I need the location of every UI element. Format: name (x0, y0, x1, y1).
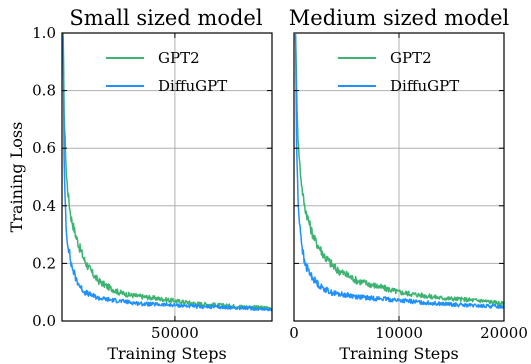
plot-frame (61, 32, 273, 322)
x-tick-label: 20000 (480, 324, 528, 342)
x-tick-label: 10000 (375, 324, 423, 342)
y-axis-label: Training Loss (7, 122, 26, 233)
series-line-diffugpt (62, 36, 273, 312)
y-tick-label: 0.8 (32, 82, 56, 100)
legend-label: GPT2 (158, 49, 200, 67)
series-line-diffugpt (294, 33, 505, 309)
series-line-gpt2 (62, 32, 273, 311)
legend-label: DiffuGPT (390, 77, 459, 95)
x-tick-label: 50000 (151, 324, 199, 342)
x-axis-label: Training Steps (339, 344, 458, 363)
y-tick-label: 0.2 (32, 254, 56, 272)
panel-medium-model: Medium sized model 0 10000 20000 Training … (289, 6, 528, 363)
y-tick-label: 1.0 (32, 24, 56, 42)
series-line-gpt2 (294, 36, 505, 307)
legend-label: GPT2 (390, 49, 432, 67)
chart-title: Medium sized model (289, 6, 510, 30)
y-tick-label: 0.4 (32, 197, 56, 215)
x-tick-label: 0 (289, 324, 299, 342)
y-tick-label: 0.6 (32, 139, 56, 157)
y-tick-label: 0.0 (32, 312, 56, 330)
x-axis-label: Training Steps (107, 344, 226, 363)
legend-label: DiffuGPT (158, 77, 227, 95)
panel-small-model: Small sized model 0.0 0.2 0.4 0.6 0.8 1.0 5000… (7, 6, 273, 363)
chart-title: Small sized model (69, 6, 262, 30)
